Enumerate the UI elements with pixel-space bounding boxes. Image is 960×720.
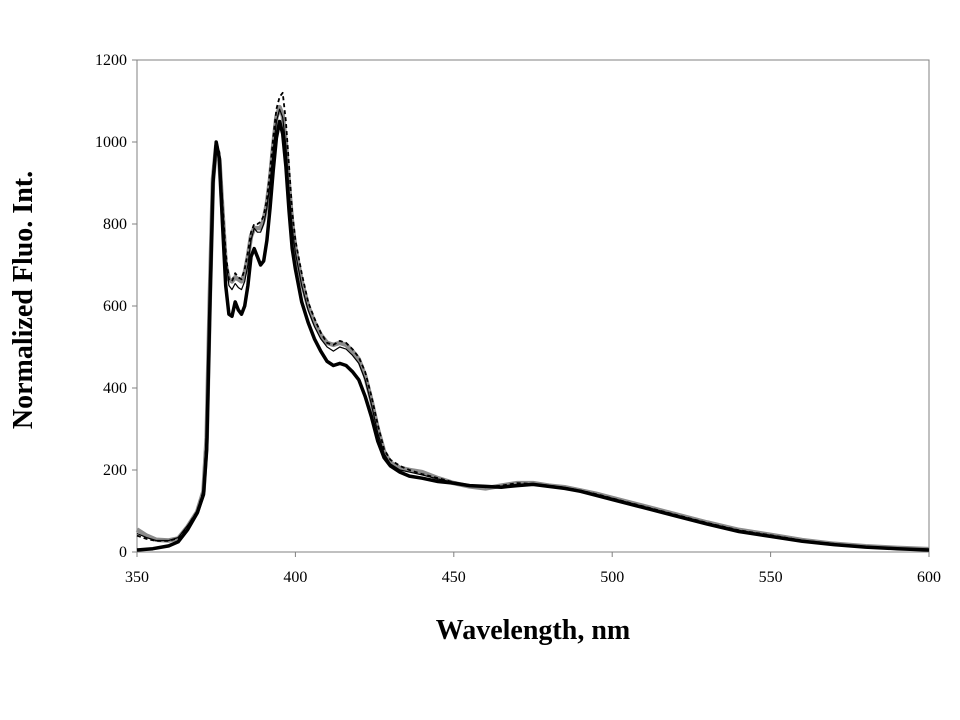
series-line-thick-black (136, 119, 930, 552)
x-tick-label: 450 (442, 569, 466, 586)
y-tick-label: 800 (103, 216, 127, 233)
y-tick-label: 0 (119, 544, 127, 561)
y-tick-label: 1200 (95, 52, 127, 69)
series-line-dashed-black (136, 91, 930, 551)
plot-frame (136, 59, 930, 553)
x-tick-label: 500 (600, 569, 624, 586)
x-tick-label: 350 (125, 569, 149, 586)
y-tick-label: 400 (103, 380, 127, 397)
y-axis-ticks: 0 200 400 600 800 1000 1200 (95, 52, 137, 561)
y-tick-label: 600 (103, 298, 127, 315)
y-tick-label: 200 (103, 462, 127, 479)
x-tick-label: 600 (917, 569, 941, 586)
x-axis-ticks: 350 400 450 500 550 600 (125, 552, 941, 586)
x-tick-label: 550 (759, 569, 783, 586)
x-axis-title: Wavelength, nm (436, 615, 630, 646)
y-axis-title: Normalized Fluo. Int. (8, 171, 39, 429)
x-tick-label: 400 (283, 569, 307, 586)
y-tick-label: 1000 (95, 134, 127, 151)
series-layer (135, 91, 930, 552)
